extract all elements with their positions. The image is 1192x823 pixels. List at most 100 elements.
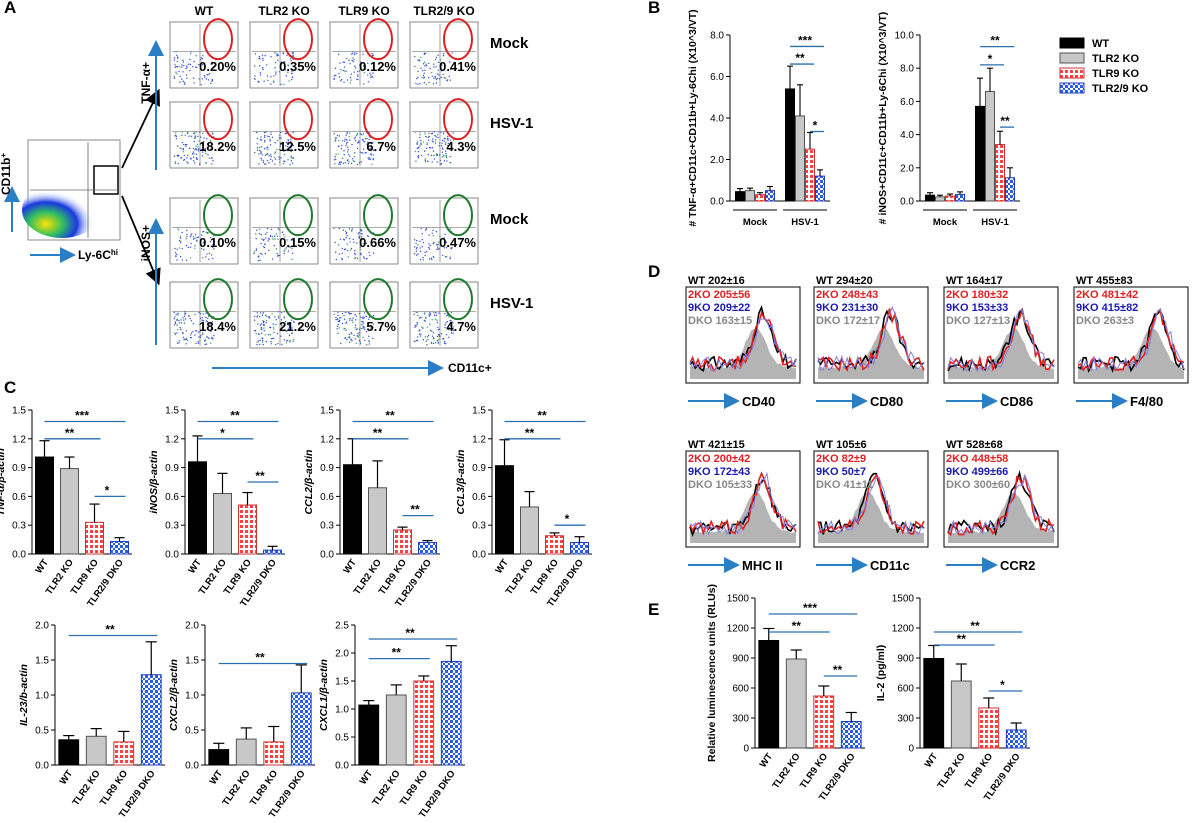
dko-histogram-area (948, 328, 1054, 379)
dot (357, 332, 359, 335)
overview-density-cloud (22, 182, 102, 238)
dot (338, 161, 341, 164)
dot (292, 54, 294, 57)
dot (200, 141, 203, 144)
row-label: HSV-1 (490, 115, 533, 132)
dot (179, 327, 181, 329)
dot (346, 321, 348, 323)
dot (445, 156, 448, 159)
dot (256, 229, 258, 231)
dot (274, 67, 276, 69)
dot (286, 148, 288, 151)
dot (334, 139, 337, 141)
dot (269, 326, 272, 329)
dot (442, 254, 444, 257)
bar (35, 456, 54, 555)
dot (197, 331, 200, 333)
dot (346, 234, 348, 237)
dot (365, 151, 367, 154)
dot (434, 58, 437, 61)
dot (419, 240, 421, 243)
dot (438, 335, 440, 337)
dot (335, 316, 337, 319)
y-tick-label: 1.2 (472, 434, 486, 445)
dot (173, 324, 176, 326)
dot (362, 336, 364, 338)
dot (180, 328, 182, 331)
dot (282, 163, 285, 165)
dot (347, 146, 349, 148)
dot (183, 319, 185, 321)
dot (338, 253, 341, 255)
dot (354, 319, 357, 321)
dot (275, 73, 277, 75)
significance-star: *** (798, 33, 812, 47)
dot (174, 64, 176, 66)
dot (425, 228, 428, 230)
dot (194, 334, 196, 336)
dot (186, 66, 188, 68)
dot (291, 247, 293, 250)
dot (449, 155, 451, 158)
dot (334, 163, 336, 165)
dot (202, 132, 204, 135)
dot (443, 342, 446, 344)
dot (338, 163, 340, 165)
dot (275, 323, 277, 326)
wt-mfi: WT 164±17 (946, 275, 1003, 287)
dot (173, 76, 175, 78)
dot (257, 315, 259, 317)
dot (178, 240, 181, 242)
dot (363, 64, 365, 67)
dot (205, 231, 207, 233)
y-tick-label: 6.0 (710, 72, 724, 83)
dot (257, 340, 260, 342)
dot (207, 143, 210, 145)
y-tick-label: 0.0 (12, 550, 26, 561)
dot (415, 242, 417, 245)
dot (341, 257, 343, 260)
bar (343, 464, 362, 555)
dot (418, 59, 421, 61)
dot (194, 149, 196, 151)
dot (285, 145, 287, 147)
dot (266, 153, 269, 155)
dot (342, 229, 345, 231)
dot (285, 247, 288, 249)
dko-mfi: DKO 172±17 (816, 315, 880, 327)
dot (284, 236, 286, 238)
dot (354, 253, 356, 256)
dot-plot-cell: 0.41% (409, 18, 479, 89)
dot (419, 258, 422, 261)
dot (256, 147, 259, 149)
dot (286, 239, 288, 241)
dot (445, 343, 447, 345)
dot (354, 136, 356, 138)
dot (185, 74, 188, 76)
dot (174, 322, 177, 325)
dot (423, 61, 426, 64)
dot (428, 132, 430, 135)
dot (255, 332, 257, 335)
dot (256, 341, 258, 343)
dot (360, 253, 362, 256)
dot (427, 139, 430, 141)
dot (176, 248, 178, 250)
dot (177, 314, 179, 316)
dot (292, 340, 294, 343)
dot (356, 257, 359, 260)
dot (346, 249, 349, 252)
dot (174, 333, 177, 335)
y-tick-label: 1500 (892, 594, 915, 605)
dot (193, 82, 195, 84)
dot (194, 247, 196, 250)
dot (261, 154, 264, 156)
dot (260, 139, 263, 141)
bar (413, 680, 435, 766)
dot (265, 147, 268, 149)
gate-percentage: 18.4% (199, 319, 236, 334)
dot (256, 137, 259, 140)
y-tick-label: 1.5 (320, 406, 334, 417)
